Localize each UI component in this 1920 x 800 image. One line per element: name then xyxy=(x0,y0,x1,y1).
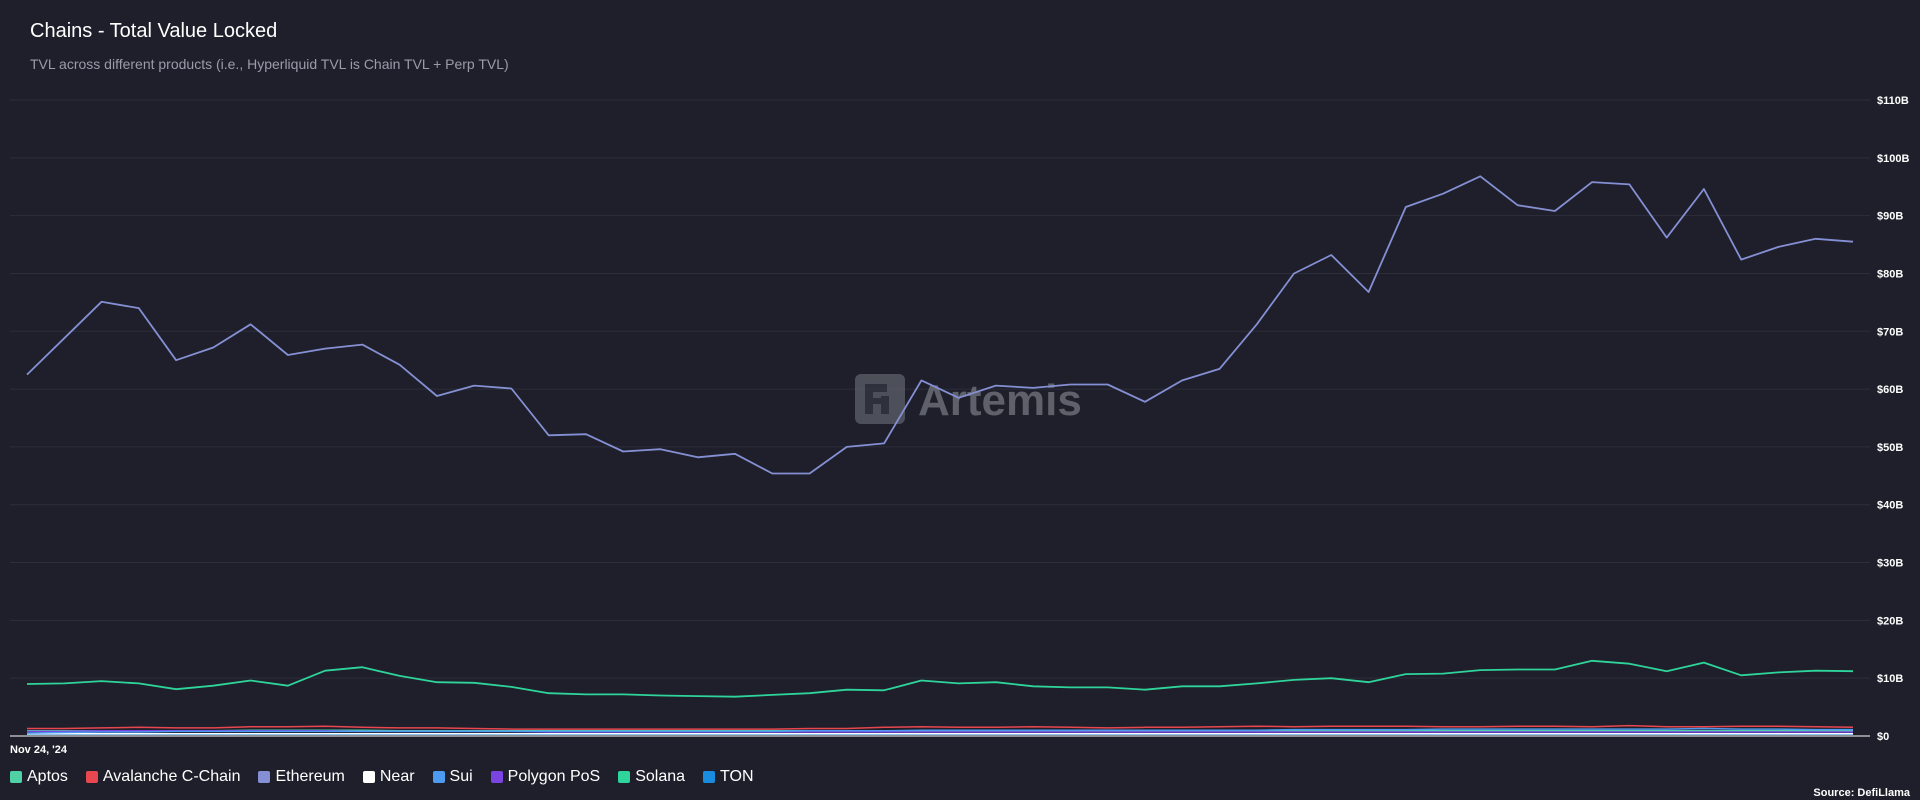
chart-legend: Aptos Avalanche C-Chain Ethereum Near Sui Pol… xyxy=(10,768,772,786)
y-tick-label: $10B xyxy=(1877,673,1903,685)
y-tick-label: $60B xyxy=(1877,384,1903,396)
legend-label: Solana xyxy=(635,768,686,785)
y-tick-label: $110B xyxy=(1877,95,1909,107)
series-line-sui xyxy=(26,727,1853,734)
legend-item-solana[interactable]: Solana xyxy=(618,768,685,786)
legend-item-polygon-pos[interactable]: Polygon PoS xyxy=(490,768,601,786)
series-line-solana xyxy=(26,659,1854,698)
legend-swatch xyxy=(703,771,716,783)
watermark-text: Artemis xyxy=(918,376,1082,425)
legend-label: Polygon PoS xyxy=(507,768,601,785)
legend-item-ethereum[interactable]: Ethereum xyxy=(258,768,345,786)
artemis-logo-icon xyxy=(855,374,905,424)
y-tick-label: $100B xyxy=(1877,153,1909,165)
legend-item-aptos[interactable]: Aptos xyxy=(10,768,68,786)
legend-swatch xyxy=(362,771,375,783)
legend-item-near[interactable]: Near xyxy=(362,768,415,786)
y-tick-label: $70B xyxy=(1877,326,1903,338)
legend-swatch xyxy=(490,771,503,783)
chart-subtitle: TVL across different products (i.e., Hyp… xyxy=(30,56,509,72)
legend-label: Near xyxy=(379,768,415,785)
legend-label: TON xyxy=(720,768,754,785)
x-axis: Nov 24, '24 xyxy=(10,735,1870,756)
series-line-avalanche-c-chain xyxy=(27,724,1854,730)
y-tick-label: $90B xyxy=(1877,211,1903,223)
series-line-ethereum xyxy=(26,175,1854,475)
legend-label: Sui xyxy=(449,768,473,785)
artemis-watermark: Artemis xyxy=(855,374,1082,425)
y-tick-label: $20B xyxy=(1877,615,1903,627)
legend-label: Aptos xyxy=(27,768,68,785)
legend-swatch xyxy=(10,771,22,783)
gridlines xyxy=(10,99,1870,679)
legend-label: Ethereum xyxy=(275,768,345,785)
series-lines xyxy=(26,175,1854,736)
legend-item-ton[interactable]: TON xyxy=(703,768,754,786)
y-tick-label: $30B xyxy=(1877,558,1903,570)
legend-label: Avalanche C-Chain xyxy=(102,768,241,785)
legend-item-avalanche-c-chain[interactable]: Avalanche C-Chain xyxy=(85,768,241,786)
data-source: Source: DefiLlama xyxy=(1813,787,1910,799)
chart-title: Chains - Total Value Locked xyxy=(30,20,278,42)
legend-swatch xyxy=(432,771,445,783)
legend-item-sui[interactable]: Sui xyxy=(432,768,473,786)
y-tick-label: $0 xyxy=(1877,731,1889,743)
legend-swatch xyxy=(85,771,98,783)
legend-swatch xyxy=(618,771,631,783)
x-tick-label: Nov 24, '24 xyxy=(10,744,68,756)
y-axis-ticks: $0 $10B $20B $30B $40B $50B $60B $70B $80B $90B $1… xyxy=(1877,95,1909,743)
legend-swatch xyxy=(258,771,271,783)
y-tick-label: $50B xyxy=(1877,442,1903,454)
y-tick-label: $80B xyxy=(1877,268,1903,280)
y-tick-label: $40B xyxy=(1877,500,1903,512)
